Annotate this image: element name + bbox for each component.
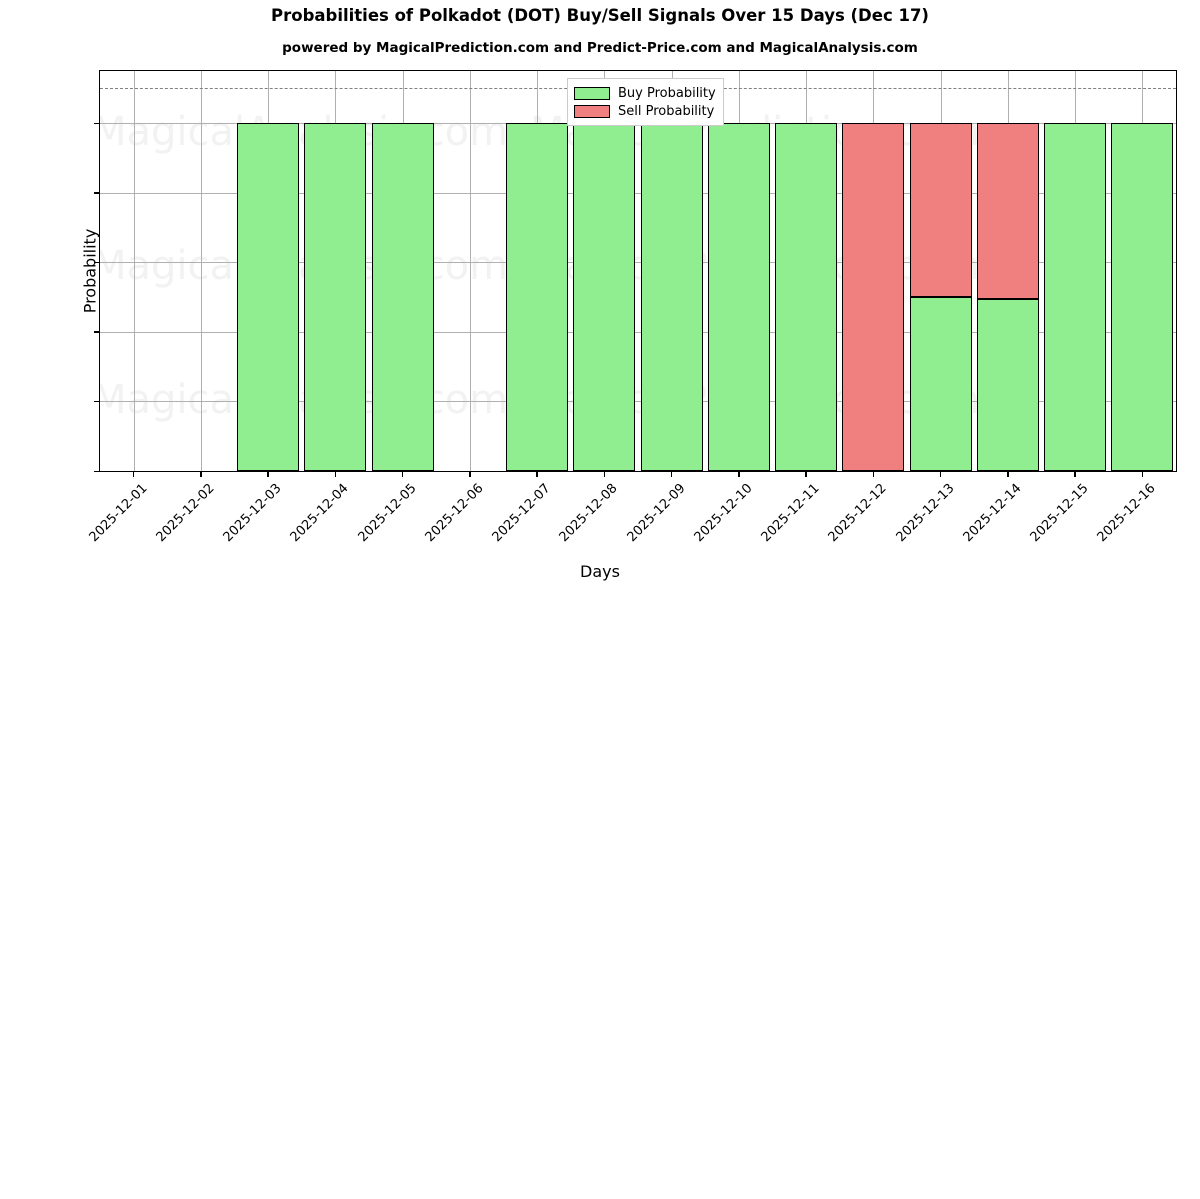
- x-tick-label: 2025-12-12: [825, 481, 890, 546]
- x-tick-mark: [132, 471, 135, 477]
- y-tick-mark: [94, 400, 100, 403]
- bar-segment[interactable]: [976, 123, 1039, 299]
- x-tick-label: 2025-12-10: [691, 481, 756, 546]
- x-tick-mark: [536, 471, 538, 477]
- x-tick-label: 2025-12-15: [1027, 481, 1092, 546]
- plot-area: MagicalAnalysis.comMagicalPrediction.com…: [81, 70, 1177, 545]
- legend-item-sell[interactable]: Sell Probability: [574, 102, 716, 120]
- x-tick-mark: [1141, 471, 1144, 477]
- y-tick-mark: [94, 261, 100, 264]
- x-tick-mark: [267, 471, 269, 477]
- gridline-vertical: [470, 71, 471, 471]
- y-tick-mark: [94, 192, 100, 194]
- bar-segment[interactable]: [304, 123, 367, 471]
- x-tick-mark: [1074, 471, 1076, 477]
- x-tick-mark: [334, 471, 337, 477]
- y-tick-mark: [94, 470, 100, 472]
- bar-segment[interactable]: [1111, 123, 1174, 471]
- legend-swatch-buy: [574, 86, 610, 100]
- chart-title: Probabilities of Polkadot (DOT) Buy/Sell…: [271, 6, 929, 25]
- x-tick-label: 2025-12-11: [758, 481, 823, 546]
- chart-figure: Probabilities of Polkadot (DOT) Buy/Sell…: [81, 6, 1177, 581]
- bar-segment[interactable]: [573, 123, 636, 471]
- bar-segment[interactable]: [1044, 123, 1107, 471]
- x-tick-mark: [200, 471, 202, 477]
- chart-legend: Buy Probability Sell Probability: [567, 78, 724, 126]
- x-tick-mark: [939, 471, 942, 477]
- x-tick-mark: [603, 471, 606, 477]
- y-tick-mark: [94, 122, 100, 124]
- bar-segment[interactable]: [909, 123, 972, 298]
- gridline-horizontal: [100, 401, 1176, 403]
- x-tick-label: 2025-12-13: [893, 481, 958, 546]
- legend-item-buy[interactable]: Buy Probability: [574, 84, 716, 102]
- x-tick-mark: [401, 471, 404, 477]
- bar-segment[interactable]: [371, 123, 434, 471]
- x-tick-mark: [670, 471, 673, 477]
- x-tick-mark: [805, 471, 807, 477]
- x-tick-mark: [872, 471, 875, 477]
- bar-segment[interactable]: [237, 123, 300, 471]
- y-axis-label: Probability: [80, 228, 100, 314]
- legend-label-sell: Sell Probability: [618, 103, 715, 119]
- bar-segment[interactable]: [775, 123, 838, 471]
- legend-label-buy: Buy Probability: [618, 85, 716, 101]
- x-tick-mark: [738, 471, 740, 477]
- x-tick-label: 2025-12-14: [960, 481, 1025, 546]
- gridline-vertical: [134, 71, 135, 471]
- y-tick-mark: [94, 331, 100, 333]
- x-tick-label: 2025-12-16: [1094, 481, 1159, 546]
- chart-subtitle: powered by MagicalPrediction.com and Pre…: [282, 40, 918, 56]
- bar-segment[interactable]: [842, 123, 905, 471]
- legend-swatch-sell: [574, 104, 610, 118]
- x-axis-label: Days: [580, 562, 620, 581]
- plot-inner: MagicalAnalysis.comMagicalPrediction.com…: [100, 71, 1176, 471]
- bar-segment[interactable]: [506, 123, 569, 471]
- x-tick-mark: [1007, 471, 1009, 477]
- bar-segment[interactable]: [909, 297, 972, 471]
- bar-segment[interactable]: [640, 123, 703, 471]
- bar-segment[interactable]: [707, 123, 770, 471]
- x-tick-mark: [469, 471, 471, 477]
- gridline-horizontal: [100, 192, 1176, 194]
- gridline-horizontal: [100, 331, 1176, 333]
- bar-segment[interactable]: [976, 298, 1039, 471]
- gridline-vertical: [201, 71, 202, 471]
- gridline-horizontal: [100, 262, 1176, 264]
